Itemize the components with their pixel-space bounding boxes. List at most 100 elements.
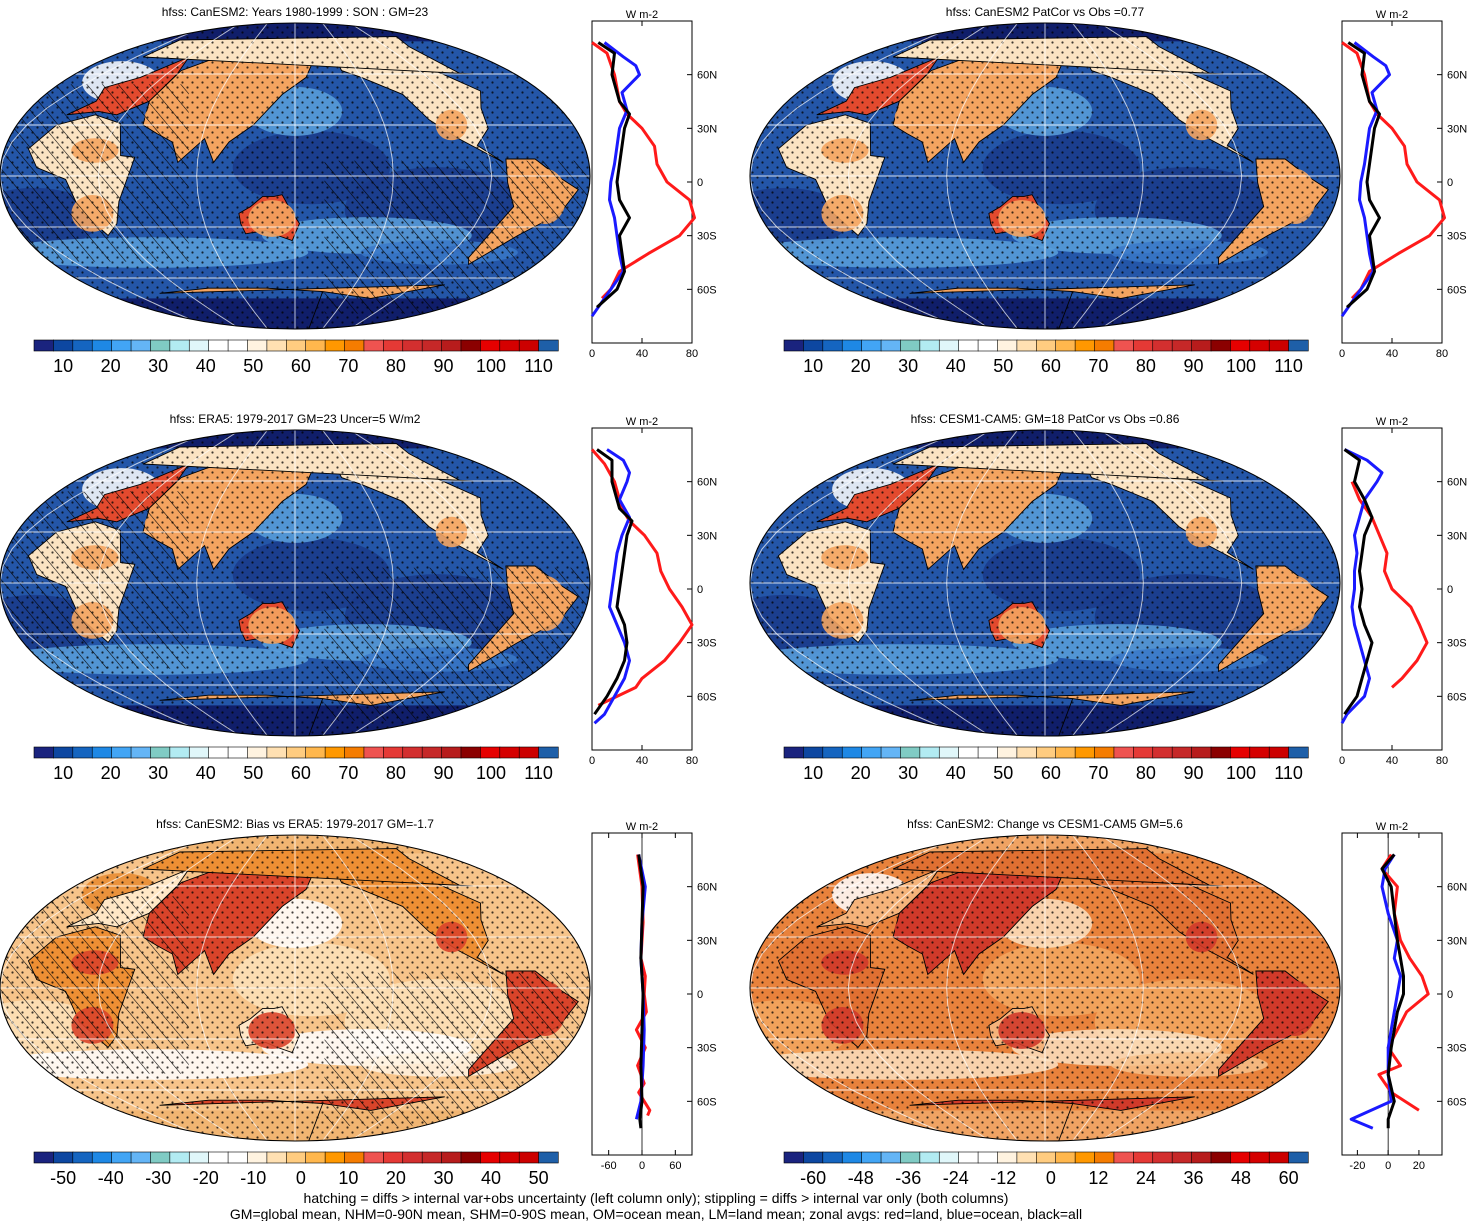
y-tick-label: 60S xyxy=(697,284,717,296)
colorbar-tick-label: 90 xyxy=(433,356,453,376)
colorbar-swatch xyxy=(958,339,979,352)
zonal-profile-6: 60N 30N 0 30S 60S -20 0 20 W m-2 xyxy=(1341,821,1467,1172)
colorbar-tick-label: 48 xyxy=(1231,1168,1251,1188)
map-panel-6 xyxy=(749,834,1341,1142)
graticule-lon xyxy=(847,430,991,736)
graticule-lon xyxy=(1099,23,1243,329)
colorbar-swatch xyxy=(1288,339,1309,352)
colorbar-tick-label: 20 xyxy=(851,763,871,783)
colorbar-swatch xyxy=(1133,339,1154,352)
colorbar-swatch xyxy=(363,339,384,352)
colorbar-swatch xyxy=(1016,746,1037,759)
map-frame xyxy=(0,22,591,330)
y-tick-label: 30N xyxy=(697,935,717,947)
colorbar-swatch xyxy=(421,339,443,352)
colorbar-swatch xyxy=(480,1151,501,1164)
colorbar-swatch xyxy=(208,1151,229,1164)
colorbar-swatch xyxy=(150,1151,171,1164)
colorbar-swatch xyxy=(1171,339,1193,352)
colorbar-swatch xyxy=(997,339,1018,352)
colorbar-tick-label: -40 xyxy=(98,1168,124,1188)
x-tick-label: -20 xyxy=(1349,1160,1365,1172)
hatching-west xyxy=(0,84,189,262)
colorbar-tick-label: -20 xyxy=(193,1168,219,1188)
panel-title-3: hfss: ERA5: 1979-2017 GM=23 Uncer=5 W/m2 xyxy=(170,412,421,426)
colorbar-tick-label: 100 xyxy=(1226,356,1256,376)
x-tick-label: 80 xyxy=(686,755,698,767)
graticule-lon xyxy=(750,23,963,329)
x-tick-label: 20 xyxy=(1413,1160,1425,1172)
colorbar-swatch xyxy=(822,746,843,759)
colorbar-swatch xyxy=(880,746,902,759)
x-tick-label: 40 xyxy=(1386,348,1398,360)
colorbar-tick-label: 50 xyxy=(243,763,263,783)
colorbar-swatch xyxy=(266,746,287,759)
y-tick-label: 30N xyxy=(697,530,717,542)
colorbar-swatch xyxy=(518,746,540,759)
zonal-line-all xyxy=(593,448,634,716)
colorbar-tick-label: 50 xyxy=(993,763,1013,783)
x-tick-label: 40 xyxy=(636,348,648,360)
colorbar-swatch xyxy=(1191,1151,1212,1164)
colorbar-swatch xyxy=(841,339,863,352)
zonal-line-ocean xyxy=(593,448,631,725)
colorbar-tick-label: 30 xyxy=(898,356,918,376)
colorbar-swatch xyxy=(499,339,520,352)
zonal-line-all xyxy=(1345,41,1381,309)
colorbar-swatch xyxy=(227,339,249,352)
colorbar-swatch xyxy=(880,1151,902,1164)
colorbar-swatch xyxy=(150,746,171,759)
x-tick-label: 80 xyxy=(1436,348,1448,360)
zonal-profile-1: 60N 30N 0 30S 60S 0 40 80 W m-2 xyxy=(589,9,717,360)
colorbar-swatch xyxy=(111,1151,132,1164)
colorbar-swatch xyxy=(402,1151,423,1164)
colorbar-swatch xyxy=(938,746,960,759)
graticule-lon xyxy=(1072,835,1144,1141)
colorbar-tick-label: 80 xyxy=(1136,763,1156,783)
y-tick-label: 0 xyxy=(1447,989,1453,1001)
colorbar-tick-label: 50 xyxy=(243,356,263,376)
colorbar-swatch xyxy=(324,746,346,759)
graticule-lon xyxy=(0,430,213,736)
y-tick-label: 60N xyxy=(1447,70,1467,82)
colorbar-tick-label: 70 xyxy=(338,356,358,376)
map-frame xyxy=(749,834,1341,1142)
colorbar-swatch xyxy=(919,746,940,759)
colorbar-tick-label: 70 xyxy=(1088,763,1108,783)
colorbar-tick-label: 24 xyxy=(1136,1168,1156,1188)
colorbar-swatch xyxy=(285,339,307,352)
x-tick-label: 0 xyxy=(1339,755,1345,767)
colorbar-swatch xyxy=(1113,1151,1134,1164)
y-tick-label: 30S xyxy=(1447,638,1467,650)
graticule-lon xyxy=(1099,430,1243,736)
colorbar-swatch xyxy=(441,746,462,759)
colorbar-tick-label: -50 xyxy=(50,1168,76,1188)
colorbar-swatch xyxy=(305,746,326,759)
x-tick-label: 0 xyxy=(1339,348,1345,360)
graticule-lon xyxy=(847,23,991,329)
colorbar-swatch xyxy=(822,1151,843,1164)
footer-line-1: hatching = diffs > internal var+obs unce… xyxy=(304,1190,1009,1206)
zonal-line-all xyxy=(1343,448,1374,716)
colorbar-swatch xyxy=(1016,339,1037,352)
colorbar-swatch xyxy=(285,1151,307,1164)
colorbar-tick-label: 50 xyxy=(993,356,1013,376)
colorbar-swatch xyxy=(441,1151,462,1164)
x-tick-label: 0 xyxy=(589,755,595,767)
colorbar-swatch xyxy=(460,1151,481,1164)
colorbar-swatch xyxy=(1268,746,1290,759)
colorbar-tick-label: 20 xyxy=(101,356,121,376)
colorbar-swatch xyxy=(441,339,462,352)
colorbar-swatch xyxy=(188,746,210,759)
colorbar-tick-label: -60 xyxy=(800,1168,826,1188)
colorbar-swatch xyxy=(344,339,365,352)
y-tick-label: 60N xyxy=(697,477,717,489)
colorbar-swatch xyxy=(1210,746,1231,759)
profile-unit-label: W m-2 xyxy=(1376,416,1408,428)
colorbar-swatch xyxy=(91,1151,113,1164)
colorbar-tick-label: 70 xyxy=(338,763,358,783)
colorbar-swatch xyxy=(53,746,74,759)
x-tick-label: 0 xyxy=(1385,1160,1391,1172)
y-tick-label: 30N xyxy=(697,123,717,135)
